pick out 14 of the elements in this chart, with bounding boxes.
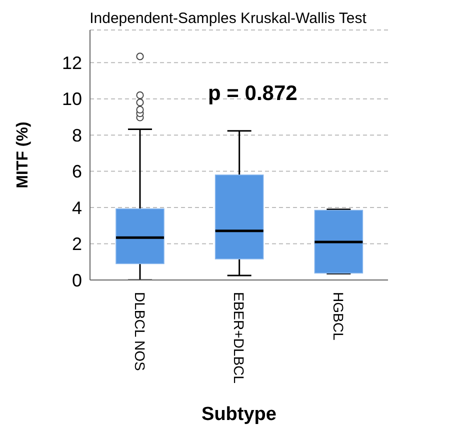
y-tick-label: 8 bbox=[72, 125, 82, 146]
y-tick-label: 2 bbox=[72, 234, 82, 254]
y-tick-label: 0 bbox=[72, 270, 82, 290]
y-tick-label: 6 bbox=[72, 162, 82, 182]
x-tick-label: DLBCL NOS bbox=[132, 292, 148, 371]
y-tick-label: 12 bbox=[62, 53, 82, 73]
y-tick-label: 4 bbox=[72, 198, 82, 218]
x-tick-label: HGBCL bbox=[330, 292, 346, 340]
x-axis-title: Subtype bbox=[202, 404, 276, 425]
chart-title: Independent-Samples Kruskal-Wallis Test bbox=[88, 10, 368, 27]
y-axis-title: MITF (%) bbox=[14, 122, 32, 188]
x-tick-label: EBER+DLBCL bbox=[231, 292, 248, 384]
y-tick-label: 10 bbox=[62, 89, 82, 110]
annotation: p = 0.872 bbox=[208, 82, 298, 106]
